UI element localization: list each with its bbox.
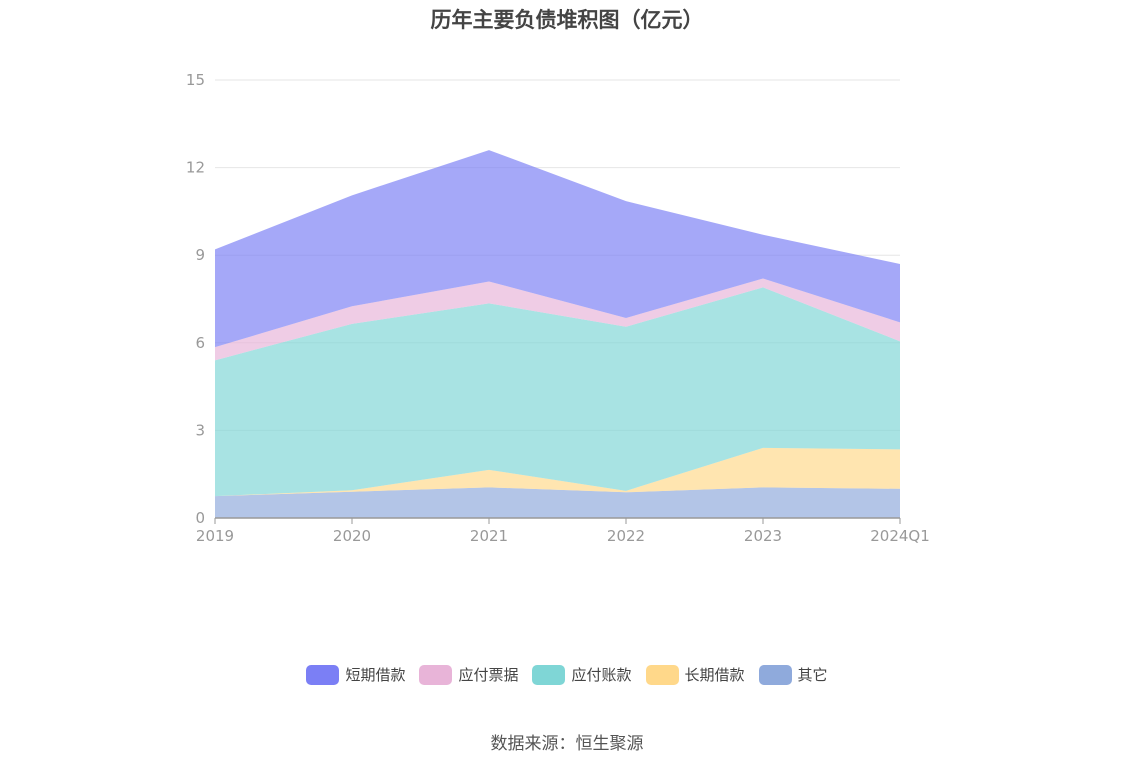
legend-label: 短期借款 (345, 666, 406, 684)
area-series (215, 150, 900, 348)
x-tick-label: 2023 (744, 527, 782, 545)
y-tick-label: 9 (195, 246, 205, 264)
legend-swatch (419, 664, 453, 685)
y-tick-label: 6 (195, 334, 205, 352)
legend-label: 其它 (797, 666, 828, 684)
legend-item[interactable]: 应付票据 (419, 664, 518, 685)
legend-item[interactable]: 短期借款 (306, 664, 405, 685)
legend-swatch (645, 664, 679, 685)
legend-label: 应付账款 (571, 666, 632, 684)
x-tick-label: 2022 (607, 527, 645, 545)
legend-swatch (532, 664, 566, 685)
x-tick-label: 2024Q1 (870, 527, 930, 545)
legend-label: 应付票据 (458, 666, 519, 684)
legend-item[interactable]: 其它 (758, 664, 828, 685)
chart-title: 历年主要负债堆积图（亿元） (430, 8, 704, 32)
y-tick-label: 3 (195, 421, 205, 439)
chart-legend: 短期借款 应付票据 应付账款 长期借款 其它 (0, 664, 1134, 685)
x-tick-label: 2021 (470, 527, 508, 545)
area-series (215, 278, 900, 361)
x-tick-label: 2020 (333, 527, 371, 545)
x-tick-label: 2019 (196, 527, 234, 545)
y-tick-label: 0 (195, 509, 205, 527)
legend-swatch (306, 664, 340, 685)
area-series (215, 447, 900, 497)
legend-swatch (758, 664, 792, 685)
area-series (215, 487, 900, 518)
y-tick-label: 15 (186, 71, 205, 89)
legend-item[interactable]: 长期借款 (645, 664, 745, 685)
legend-item[interactable]: 应付账款 (532, 664, 632, 685)
legend-label: 长期借款 (684, 666, 745, 684)
data-source: 数据来源：恒生聚源 (490, 734, 644, 754)
y-tick-label: 12 (186, 159, 205, 177)
area-series (215, 287, 900, 497)
